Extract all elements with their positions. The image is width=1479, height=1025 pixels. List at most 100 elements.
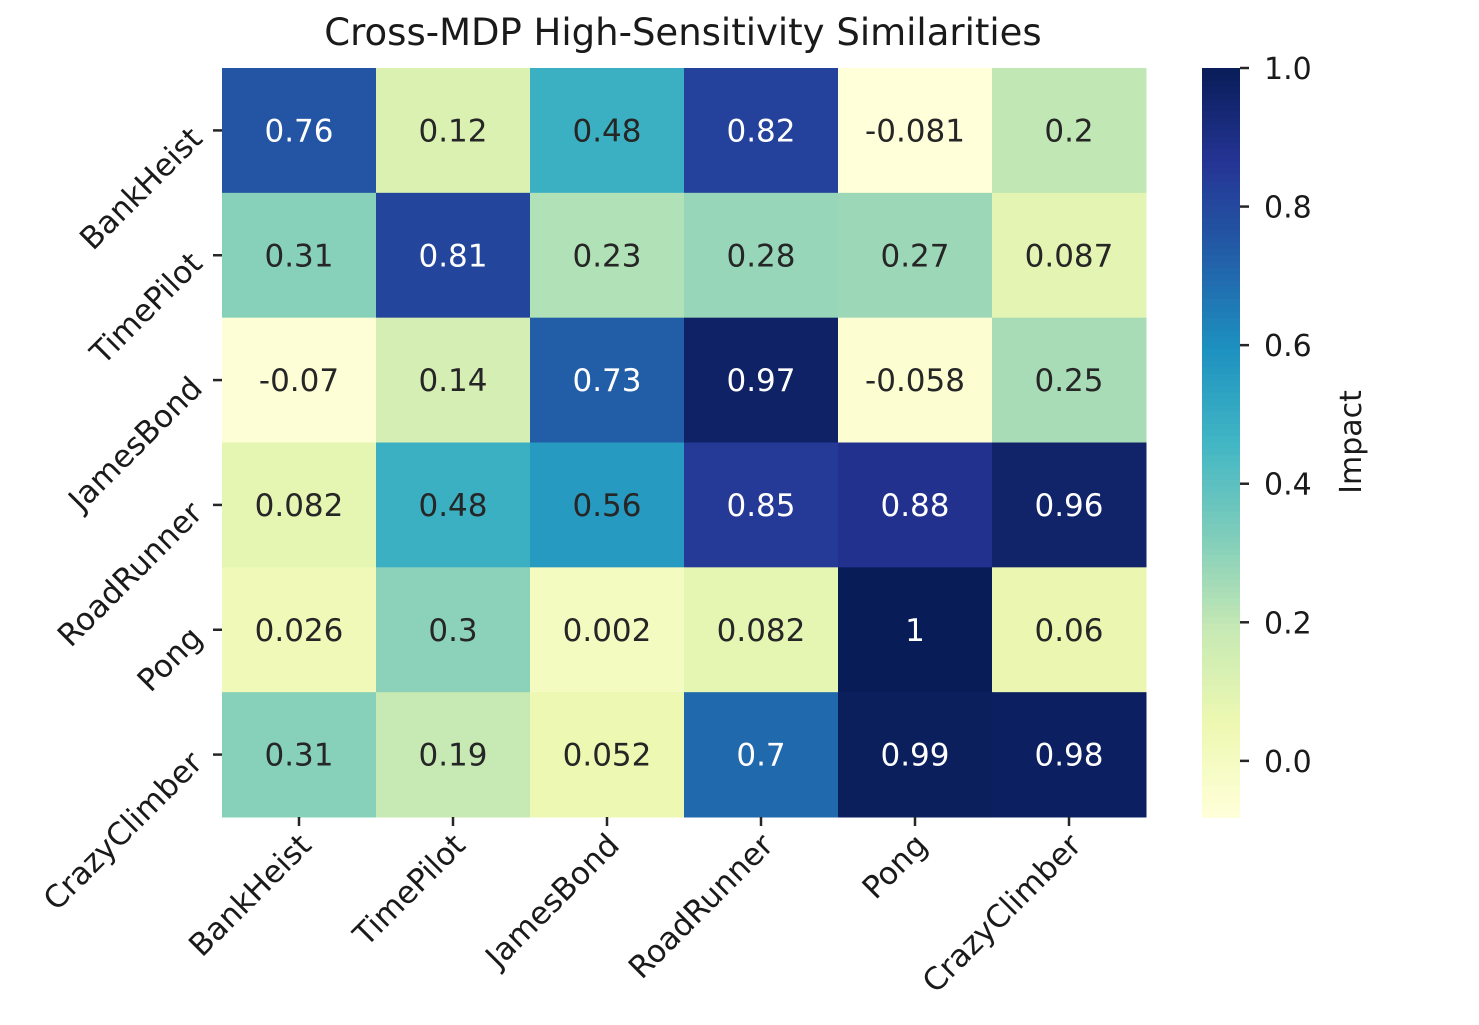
colorbar-gradient-segment bbox=[1202, 130, 1240, 138]
colorbar-gradient-segment bbox=[1202, 498, 1240, 506]
heatmap-cell bbox=[376, 567, 531, 693]
cell-value-label: 0.087 bbox=[1025, 238, 1114, 274]
x-tick-label: JamesBond bbox=[477, 827, 626, 976]
cell-value-label: 0.23 bbox=[572, 238, 641, 274]
colorbar-gradient-segment bbox=[1202, 623, 1240, 631]
colorbar-gradient-segment bbox=[1202, 142, 1240, 150]
heatmap-annotations: 0.76 0.12 0.48 0.82 -0.081 0.20.31 0.81 0.23 0.2… bbox=[255, 114, 1114, 774]
cell-value-label: 0.82 bbox=[726, 114, 795, 150]
colorbar-tick-label: 1.0 bbox=[1264, 52, 1312, 87]
cell-value-label: 0.97 bbox=[726, 363, 795, 399]
colorbar-gradient-segment bbox=[1202, 336, 1240, 344]
colorbar-gradient-segment bbox=[1202, 698, 1240, 706]
cell-value-label: -0.058 bbox=[865, 363, 965, 399]
heatmap-cell bbox=[992, 192, 1147, 319]
colorbar-gradient-segment bbox=[1202, 311, 1240, 319]
colorbar-gradient-segment bbox=[1202, 174, 1240, 182]
colorbar-gradient-segment bbox=[1202, 579, 1240, 587]
x-tick-label: Pong bbox=[856, 827, 935, 906]
y-tick-label: CrazyClimber bbox=[37, 745, 210, 918]
cell-value-label: 0.98 bbox=[1034, 738, 1103, 774]
y-tick-label: BankHeist bbox=[73, 121, 210, 258]
colorbar-gradient-segment bbox=[1202, 642, 1240, 650]
cell-value-label: 0.082 bbox=[255, 488, 344, 524]
heatmap-cell bbox=[376, 317, 531, 443]
colorbar-gradient-segment bbox=[1202, 323, 1240, 331]
x-tick-label: TimePilot bbox=[346, 827, 473, 954]
heatmap-cell bbox=[992, 692, 1147, 818]
colorbar-tick-label: 0.0 bbox=[1264, 745, 1312, 780]
cell-value-label: -0.07 bbox=[259, 363, 339, 399]
colorbar-gradient-segment bbox=[1202, 586, 1240, 594]
colorbar-gradient-segment bbox=[1202, 473, 1240, 481]
colorbar-gradient-segment bbox=[1202, 517, 1240, 525]
colorbar-gradient-segment bbox=[1202, 504, 1240, 512]
colorbar-gradient-segment bbox=[1202, 685, 1240, 693]
colorbar-gradient-segment bbox=[1202, 273, 1240, 282]
colorbar-gradient-segment bbox=[1202, 117, 1240, 125]
cell-value-label: 0.73 bbox=[572, 363, 641, 399]
colorbar-gradient-segment bbox=[1202, 99, 1240, 107]
heatmap-cell bbox=[684, 192, 839, 319]
colorbar-gradient-segment bbox=[1202, 199, 1240, 207]
cell-value-label: 0.56 bbox=[572, 488, 641, 524]
colorbar-gradient-segment bbox=[1202, 423, 1240, 431]
colorbar-gradient-segment bbox=[1202, 467, 1240, 475]
cell-value-label: 0.48 bbox=[572, 114, 641, 150]
colorbar-gradient-segment bbox=[1202, 635, 1240, 644]
colorbar-gradient-segment bbox=[1202, 342, 1240, 350]
colorbar-gradient-segment bbox=[1202, 454, 1240, 463]
heatmap-cell bbox=[684, 567, 839, 693]
heatmap-cell bbox=[376, 192, 531, 319]
cell-value-label: 0.48 bbox=[418, 488, 487, 524]
heatmap-cell bbox=[530, 192, 685, 319]
colorbar-gradient-segment bbox=[1202, 448, 1240, 456]
colorbar-gradient-segment bbox=[1202, 810, 1240, 818]
colorbar-gradient-segment bbox=[1202, 373, 1240, 381]
colorbar-gradient-segment bbox=[1202, 392, 1240, 400]
heatmap-cell bbox=[992, 317, 1147, 443]
cell-value-label: 0.31 bbox=[264, 238, 333, 274]
colorbar-gradient-segment bbox=[1202, 155, 1240, 163]
colorbar-gradient-segment bbox=[1202, 236, 1240, 244]
colorbar-gradient-segment bbox=[1202, 230, 1240, 238]
colorbar-gradient-segment bbox=[1202, 261, 1240, 269]
colorbar-gradient-segment bbox=[1202, 224, 1240, 232]
y-axis: BankHeistTimePilotJamesBondRoadRunnerPon… bbox=[37, 121, 222, 918]
colorbar-gradient-segment bbox=[1202, 355, 1240, 363]
colorbar-gradient-segment bbox=[1202, 536, 1240, 544]
colorbar-tick-label: 0.2 bbox=[1264, 606, 1312, 641]
colorbar-gradient-segment bbox=[1202, 804, 1240, 812]
cell-value-label: 0.7 bbox=[736, 738, 785, 774]
heatmap-cell bbox=[530, 692, 685, 818]
colorbar-gradient-segment bbox=[1202, 710, 1240, 718]
colorbar-gradient-segment bbox=[1202, 305, 1240, 313]
colorbar-gradient-segment bbox=[1202, 492, 1240, 500]
cell-value-label: 0.25 bbox=[1034, 363, 1103, 399]
colorbar-gradient-segment bbox=[1202, 161, 1240, 169]
colorbar-tick-label: 0.8 bbox=[1264, 191, 1312, 226]
colorbar-gradient-segment bbox=[1202, 704, 1240, 712]
colorbar-gradient-segment bbox=[1202, 111, 1240, 119]
colorbar-gradient-segment bbox=[1202, 267, 1240, 275]
colorbar-gradient-segment bbox=[1202, 411, 1240, 419]
colorbar-gradient-segment bbox=[1202, 68, 1240, 76]
cell-value-label: 0.27 bbox=[880, 238, 949, 274]
colorbar-gradient-segment bbox=[1202, 617, 1240, 625]
cell-value-label: 0.31 bbox=[264, 738, 333, 774]
colorbar-gradient-segment bbox=[1202, 529, 1240, 537]
colorbar-label: Impact bbox=[1334, 390, 1369, 494]
heatmap-cell bbox=[222, 692, 377, 818]
colorbar-gradient-segment bbox=[1202, 280, 1240, 288]
heatmap-cell bbox=[222, 442, 377, 568]
colorbar-gradient-segment bbox=[1202, 180, 1240, 188]
colorbar-gradient-segment bbox=[1202, 461, 1240, 469]
colorbar-gradient-segment bbox=[1202, 554, 1240, 562]
colorbar-gradient-segment bbox=[1202, 211, 1240, 219]
heatmap-cell bbox=[376, 68, 531, 194]
cell-value-label: 0.81 bbox=[418, 238, 487, 274]
colorbar-gradient-segment bbox=[1202, 105, 1240, 113]
colorbar-gradient-segment bbox=[1202, 573, 1240, 581]
colorbar-gradient-segment bbox=[1202, 217, 1240, 225]
